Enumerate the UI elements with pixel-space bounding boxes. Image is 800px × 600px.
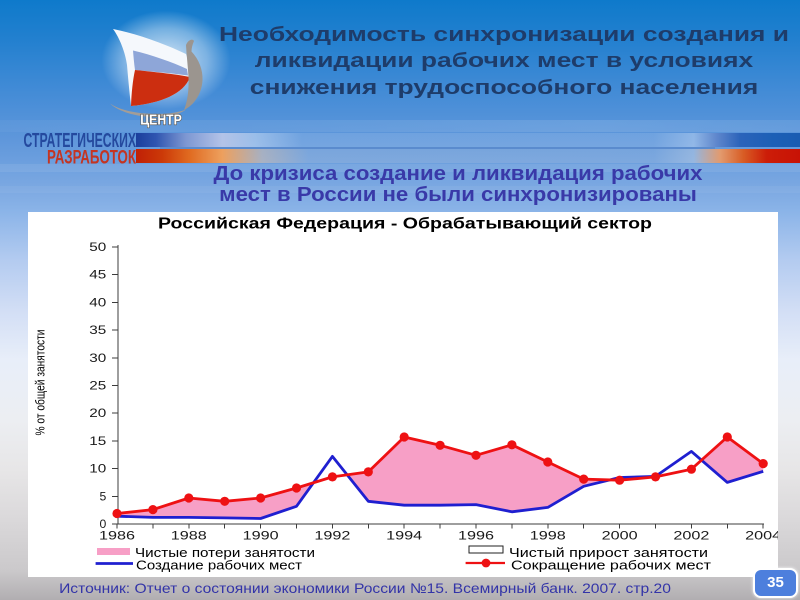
svg-text:Чистые потери занятости: Чистые потери занятости (135, 546, 315, 560)
svg-text:50: 50 (89, 242, 106, 254)
svg-text:1994: 1994 (386, 529, 422, 543)
svg-text:Чистый прирост занятости: Чистый прирост занятости (509, 546, 708, 560)
svg-text:1988: 1988 (171, 529, 207, 543)
svg-text:Создание рабочих мест: Создание рабочих мест (136, 559, 302, 573)
svg-text:СТРАТЕГИЧЕСКИХ: СТРАТЕГИЧЕСКИХ (24, 130, 137, 152)
svg-text:1986: 1986 (99, 529, 135, 543)
svg-text:1992: 1992 (314, 529, 350, 543)
svg-text:Российская Федерация - Обрабат: Российская Федерация - Обрабатывающий се… (158, 216, 652, 233)
svg-text:15: 15 (89, 436, 106, 448)
svg-text:2002: 2002 (673, 529, 709, 543)
svg-text:1990: 1990 (243, 529, 279, 543)
svg-text:1998: 1998 (530, 529, 566, 543)
svg-text:25: 25 (89, 381, 106, 393)
svg-text:Сокращение рабочих мест: Сокращение рабочих мест (511, 559, 711, 573)
svg-text:45: 45 (89, 270, 106, 282)
svg-text:20: 20 (89, 408, 106, 420)
svg-text:30: 30 (89, 353, 106, 365)
svg-text:40: 40 (89, 297, 106, 309)
svg-text:10: 10 (89, 464, 106, 476)
svg-text:РАЗРАБОТОК: РАЗРАБОТОК (47, 148, 136, 169)
svg-text:% от общей занятости: % от общей занятости (34, 329, 48, 435)
svg-text:1996: 1996 (458, 529, 494, 543)
svg-text:0: 0 (100, 519, 107, 531)
svg-text:5: 5 (100, 491, 107, 503)
svg-text:2000: 2000 (602, 529, 638, 543)
svg-text:ЦЕНТР: ЦЕНТР (140, 113, 182, 129)
svg-text:2004: 2004 (745, 529, 778, 543)
svg-text:35: 35 (89, 325, 106, 337)
